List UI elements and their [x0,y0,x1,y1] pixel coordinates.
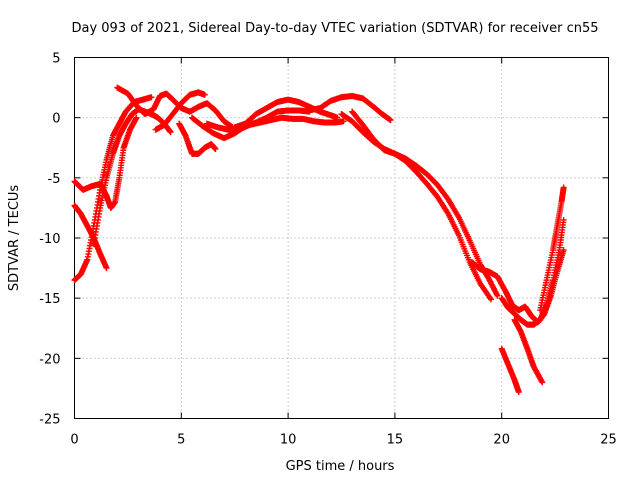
series-arc-9 [203,114,347,133]
data-point-marker [340,118,347,125]
series-arc-5 [114,84,236,131]
x-tick-label: 25 [600,433,617,448]
data-point-marker [494,292,501,299]
series-arc-18 [511,316,546,386]
data-point-marker [488,296,495,303]
series-arc-7 [176,120,219,157]
x-axis-title: GPS time / hours [286,459,395,474]
x-tick-label: 5 [177,433,185,448]
data-point-marker [539,379,546,386]
x-tick-label: 20 [493,433,510,448]
data-point-marker [133,114,140,121]
x-tick-label: 0 [70,433,78,448]
y-tick-label: -5 [48,172,61,187]
x-tick-label: 10 [280,433,297,448]
y-tick-label: 5 [52,52,60,67]
data-point-marker [560,184,567,191]
series-arc-15 [498,216,567,328]
series-arc-11 [306,93,394,124]
data-point-marker [387,117,394,124]
y-tick-label: -10 [39,232,60,247]
y-axis-title: SDTVAR / TECUs [7,185,22,292]
series-arc-3 [71,114,140,211]
axis-ticks: 0 5 10 15 20 25 5 0 -5 -10 -15 -20 -25 [39,52,617,448]
series-arc-16 [537,184,567,314]
y-tick-label: 0 [52,112,60,127]
data-point-marker [515,389,522,396]
series-arc-13 [349,108,495,303]
y-tick-label: -20 [39,352,60,367]
data-points [71,84,567,396]
x-tick-label: 15 [387,433,404,448]
data-point-marker [167,129,174,136]
y-tick-label: -15 [39,292,60,307]
chart-title: Day 093 of 2021, Sidereal Day-to-day VTE… [71,21,598,36]
data-point-marker [212,145,219,152]
data-point-marker [148,94,155,101]
data-point-marker [334,114,341,121]
y-tick-label: -25 [39,413,60,428]
data-point-marker [103,265,110,272]
data-point-marker [560,216,567,223]
series-arc-17 [498,345,522,396]
data-point-marker [201,91,208,98]
series-arc-6 [152,89,208,133]
